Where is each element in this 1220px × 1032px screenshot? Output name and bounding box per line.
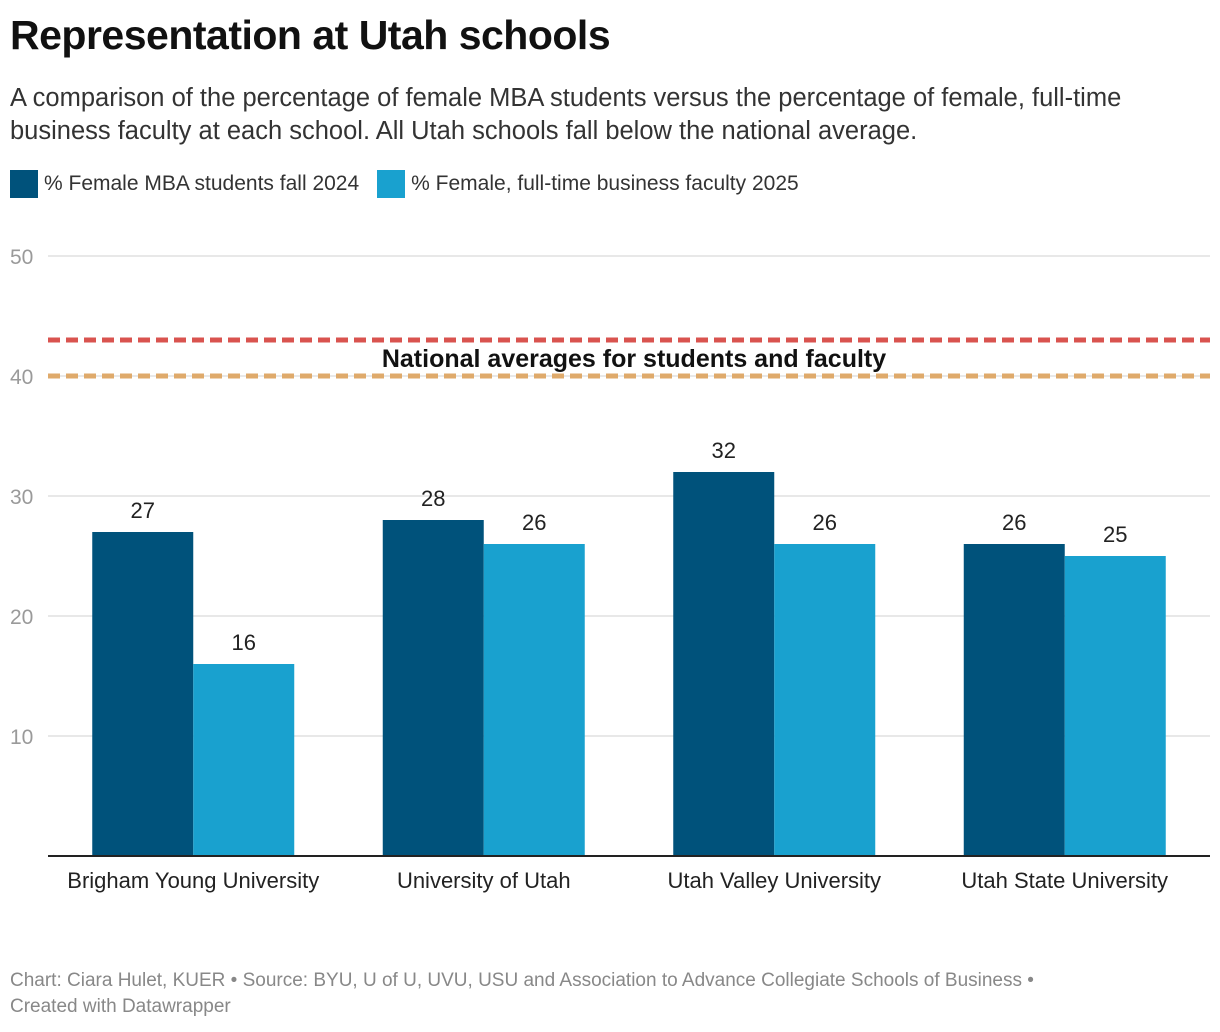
- data-label-students-2: 32: [712, 438, 736, 463]
- data-label-faculty-0: 16: [232, 630, 256, 655]
- legend: % Female MBA students fall 2024 % Female…: [10, 170, 817, 198]
- legend-item-students: % Female MBA students fall 2024: [10, 170, 359, 198]
- legend-label-faculty: % Female, full-time business faculty 202…: [411, 172, 799, 195]
- legend-swatch-faculty: [377, 170, 406, 198]
- x-tick-label-2: Utah Valley University: [667, 868, 881, 893]
- bar-chart: 10 20 30 40 50 27 16 Brigham Young University 28…: [10, 246, 1210, 893]
- bar-students-2: [673, 472, 775, 856]
- data-label-students-3: 26: [1002, 510, 1026, 535]
- legend-swatch-students: [10, 170, 38, 198]
- y-tick-label-20: 20: [10, 606, 33, 629]
- y-tick-label-30: 30: [10, 486, 33, 509]
- bar-faculty-3: [1064, 556, 1166, 856]
- bar-faculty-0: [193, 664, 295, 856]
- data-label-faculty-3: 25: [1103, 522, 1127, 547]
- footer-line-1: Chart: Ciara Hulet, KUER • Source: BYU, …: [10, 970, 1034, 991]
- footer-line-2: Created with Datawrapper: [10, 996, 231, 1017]
- chart-footer: Chart: Ciara Hulet, KUER • Source: BYU, …: [10, 968, 1200, 1020]
- bar-students-0: [92, 532, 194, 856]
- bar-students-1: [382, 520, 484, 856]
- x-tick-label-0: Brigham Young University: [67, 868, 319, 893]
- bar-students-3: [963, 544, 1065, 856]
- reference-line-label: National averages for students and facul…: [382, 345, 886, 373]
- x-tick-label-1: University of Utah: [397, 868, 571, 893]
- data-label-students-1: 28: [421, 486, 445, 511]
- data-label-students-0: 27: [131, 498, 155, 523]
- y-tick-label-10: 10: [10, 726, 33, 749]
- chart-subtitle: A comparison of the percentage of female…: [10, 84, 1122, 145]
- y-tick-label-50: 50: [10, 246, 33, 269]
- x-tick-label-3: Utah State University: [961, 868, 1168, 893]
- legend-label-students: % Female MBA students fall 2024: [44, 172, 360, 195]
- chart-title: Representation at Utah schools: [10, 12, 611, 58]
- data-label-faculty-2: 26: [813, 510, 837, 535]
- y-tick-label-40: 40: [10, 366, 33, 389]
- legend-item-faculty: % Female, full-time business faculty 202…: [377, 170, 799, 198]
- data-label-faculty-1: 26: [522, 510, 546, 535]
- bar-faculty-1: [483, 544, 585, 856]
- bar-faculty-2: [774, 544, 876, 856]
